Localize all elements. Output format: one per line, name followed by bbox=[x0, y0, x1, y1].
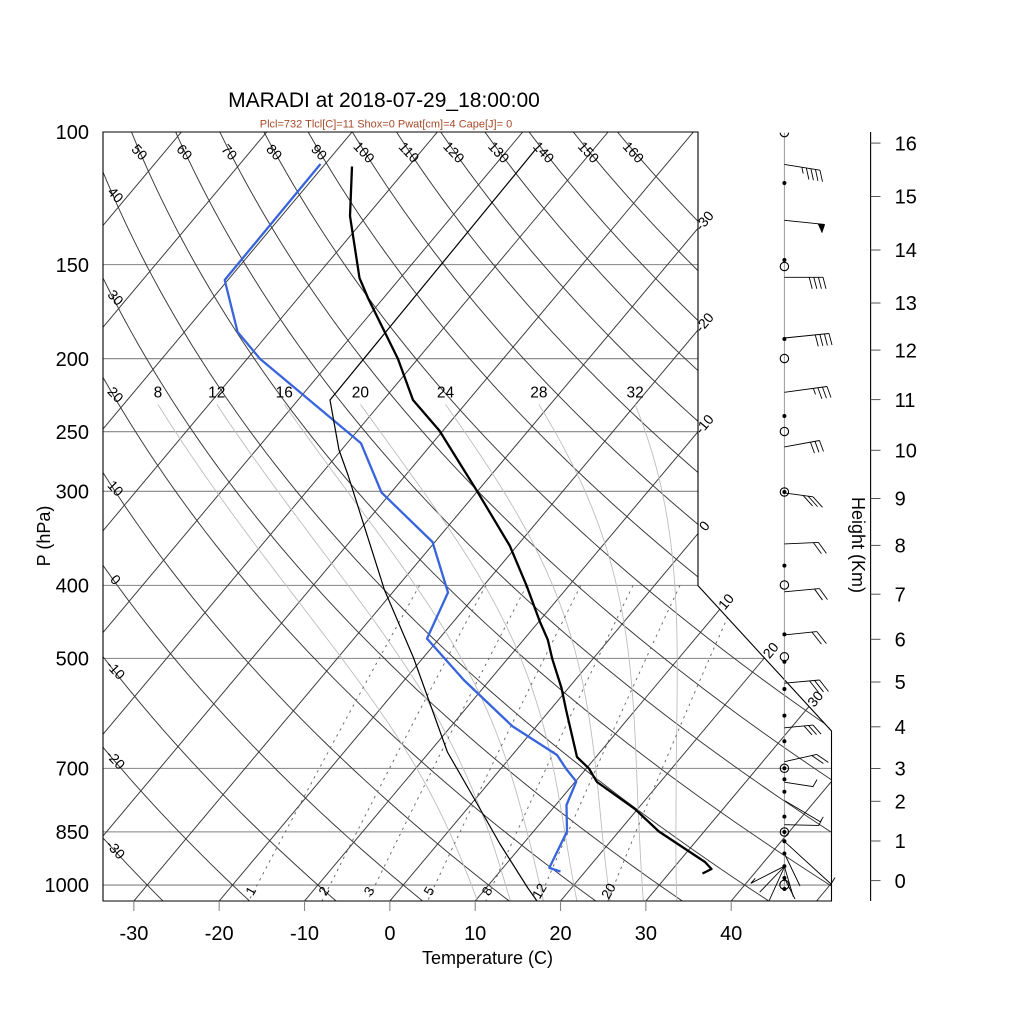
svg-text:Height (Km): Height (Km) bbox=[848, 497, 868, 593]
svg-text:6: 6 bbox=[895, 630, 906, 652]
svg-text:700: 700 bbox=[56, 759, 89, 781]
svg-text:5: 5 bbox=[895, 672, 906, 694]
svg-text:-20: -20 bbox=[205, 923, 234, 945]
svg-text:3: 3 bbox=[895, 759, 906, 781]
svg-text:P (hPa): P (hPa) bbox=[34, 506, 54, 567]
svg-text:Temperature (C): Temperature (C) bbox=[422, 948, 553, 968]
svg-text:14: 14 bbox=[895, 240, 917, 262]
svg-text:150: 150 bbox=[56, 255, 89, 277]
svg-text:8: 8 bbox=[895, 536, 906, 558]
svg-text:15: 15 bbox=[895, 187, 917, 209]
svg-text:24: 24 bbox=[437, 384, 455, 401]
svg-text:500: 500 bbox=[56, 649, 89, 671]
svg-text:MARADI at 2018-07-29_18:00:00: MARADI at 2018-07-29_18:00:00 bbox=[228, 89, 540, 112]
svg-text:-30: -30 bbox=[119, 923, 148, 945]
svg-text:11: 11 bbox=[895, 390, 916, 412]
svg-text:20: 20 bbox=[598, 881, 619, 902]
svg-text:12: 12 bbox=[529, 881, 550, 902]
svg-text:40: 40 bbox=[720, 923, 742, 945]
svg-text:-10: -10 bbox=[290, 923, 319, 945]
svg-text:16: 16 bbox=[276, 384, 293, 401]
svg-text:13: 13 bbox=[895, 293, 917, 315]
svg-text:300: 300 bbox=[56, 482, 89, 504]
svg-text:1000: 1000 bbox=[45, 875, 90, 897]
svg-text:10: 10 bbox=[895, 441, 917, 463]
svg-text:20: 20 bbox=[549, 923, 571, 945]
svg-text:0: 0 bbox=[895, 871, 906, 893]
svg-text:400: 400 bbox=[56, 576, 89, 598]
svg-text:16: 16 bbox=[895, 133, 917, 155]
svg-text:1: 1 bbox=[895, 831, 906, 853]
svg-text:10: 10 bbox=[464, 923, 486, 945]
svg-text:250: 250 bbox=[56, 422, 89, 444]
svg-text:200: 200 bbox=[56, 349, 89, 371]
svg-text:4: 4 bbox=[895, 717, 906, 739]
svg-text:0: 0 bbox=[384, 923, 395, 945]
svg-text:7: 7 bbox=[895, 584, 906, 606]
svg-text:Plcl=732 Tlcl[C]=11 Shox=0 Pwa: Plcl=732 Tlcl[C]=11 Shox=0 Pwat[cm]=4 Ca… bbox=[260, 119, 512, 131]
svg-text:28: 28 bbox=[530, 384, 547, 401]
svg-text:8: 8 bbox=[154, 384, 163, 401]
svg-text:32: 32 bbox=[626, 384, 643, 401]
svg-text:100: 100 bbox=[56, 122, 89, 144]
svg-text:2: 2 bbox=[895, 792, 906, 814]
svg-text:850: 850 bbox=[56, 822, 89, 844]
svg-text:12: 12 bbox=[895, 340, 917, 362]
svg-text:20: 20 bbox=[352, 384, 370, 401]
svg-text:30: 30 bbox=[635, 923, 657, 945]
svg-text:9: 9 bbox=[895, 489, 906, 511]
svg-text:12: 12 bbox=[208, 384, 225, 401]
